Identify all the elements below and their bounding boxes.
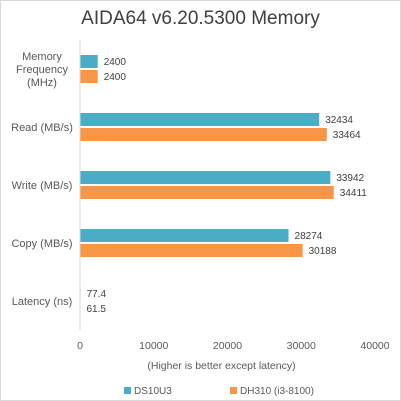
category-label: Copy (MB/s) (11, 238, 72, 250)
category-labels: Memory Frequency (MHz) Read (MB/s) Write (MB… (11, 51, 73, 308)
bar-ds10u3 (80, 55, 98, 68)
value-labels: 2400 2400 32434 33464 33942 34411 28274 30188 77… (86, 57, 367, 315)
bar-ds10u3 (80, 229, 289, 242)
value-label: 28274 (295, 231, 323, 242)
legend-label: DS10U3 (134, 386, 172, 397)
value-label: 33942 (336, 173, 364, 184)
category-label: Memory Frequency (MHz) (16, 51, 68, 89)
value-label: 2400 (104, 72, 127, 83)
legend-swatch (124, 387, 131, 394)
bar-dh310 (80, 70, 98, 83)
value-label: 2400 (104, 57, 127, 68)
category-label: Read (MB/s) (11, 122, 73, 134)
x-tick-label: 0 (77, 340, 83, 352)
x-tick-label: 30000 (287, 340, 316, 352)
value-label: 33464 (333, 130, 361, 141)
value-label: 34411 (340, 188, 368, 199)
x-tick-label: 10000 (139, 340, 168, 352)
x-axis-title: (Higher is better except latency) (147, 360, 295, 372)
legend-label: DH310 (i3-8100) (240, 386, 314, 397)
bars (80, 55, 334, 315)
x-tick-label: 40000 (360, 340, 389, 352)
legend-swatch (230, 387, 237, 394)
x-tick-labels: 0 10000 20000 30000 40000 (77, 340, 390, 352)
bar-ds10u3 (80, 171, 331, 184)
value-label: 77.4 (87, 289, 107, 300)
bar-dh310 (80, 186, 334, 199)
category-label: Write (MB/s) (12, 180, 73, 192)
bar-dh310 (80, 244, 303, 257)
value-label: 32434 (325, 115, 353, 126)
x-tick-label: 20000 (213, 340, 242, 352)
chart-title: AIDA64 v6.20.5300 Memory (81, 8, 320, 29)
value-label: 61.5 (86, 304, 106, 315)
bar-dh310 (80, 128, 327, 141)
value-label: 30188 (309, 246, 337, 257)
legend: DS10U3 DH310 (i3-8100) (124, 386, 314, 397)
bar-ds10u3 (80, 113, 320, 126)
category-label: Latency (ns) (12, 296, 73, 308)
